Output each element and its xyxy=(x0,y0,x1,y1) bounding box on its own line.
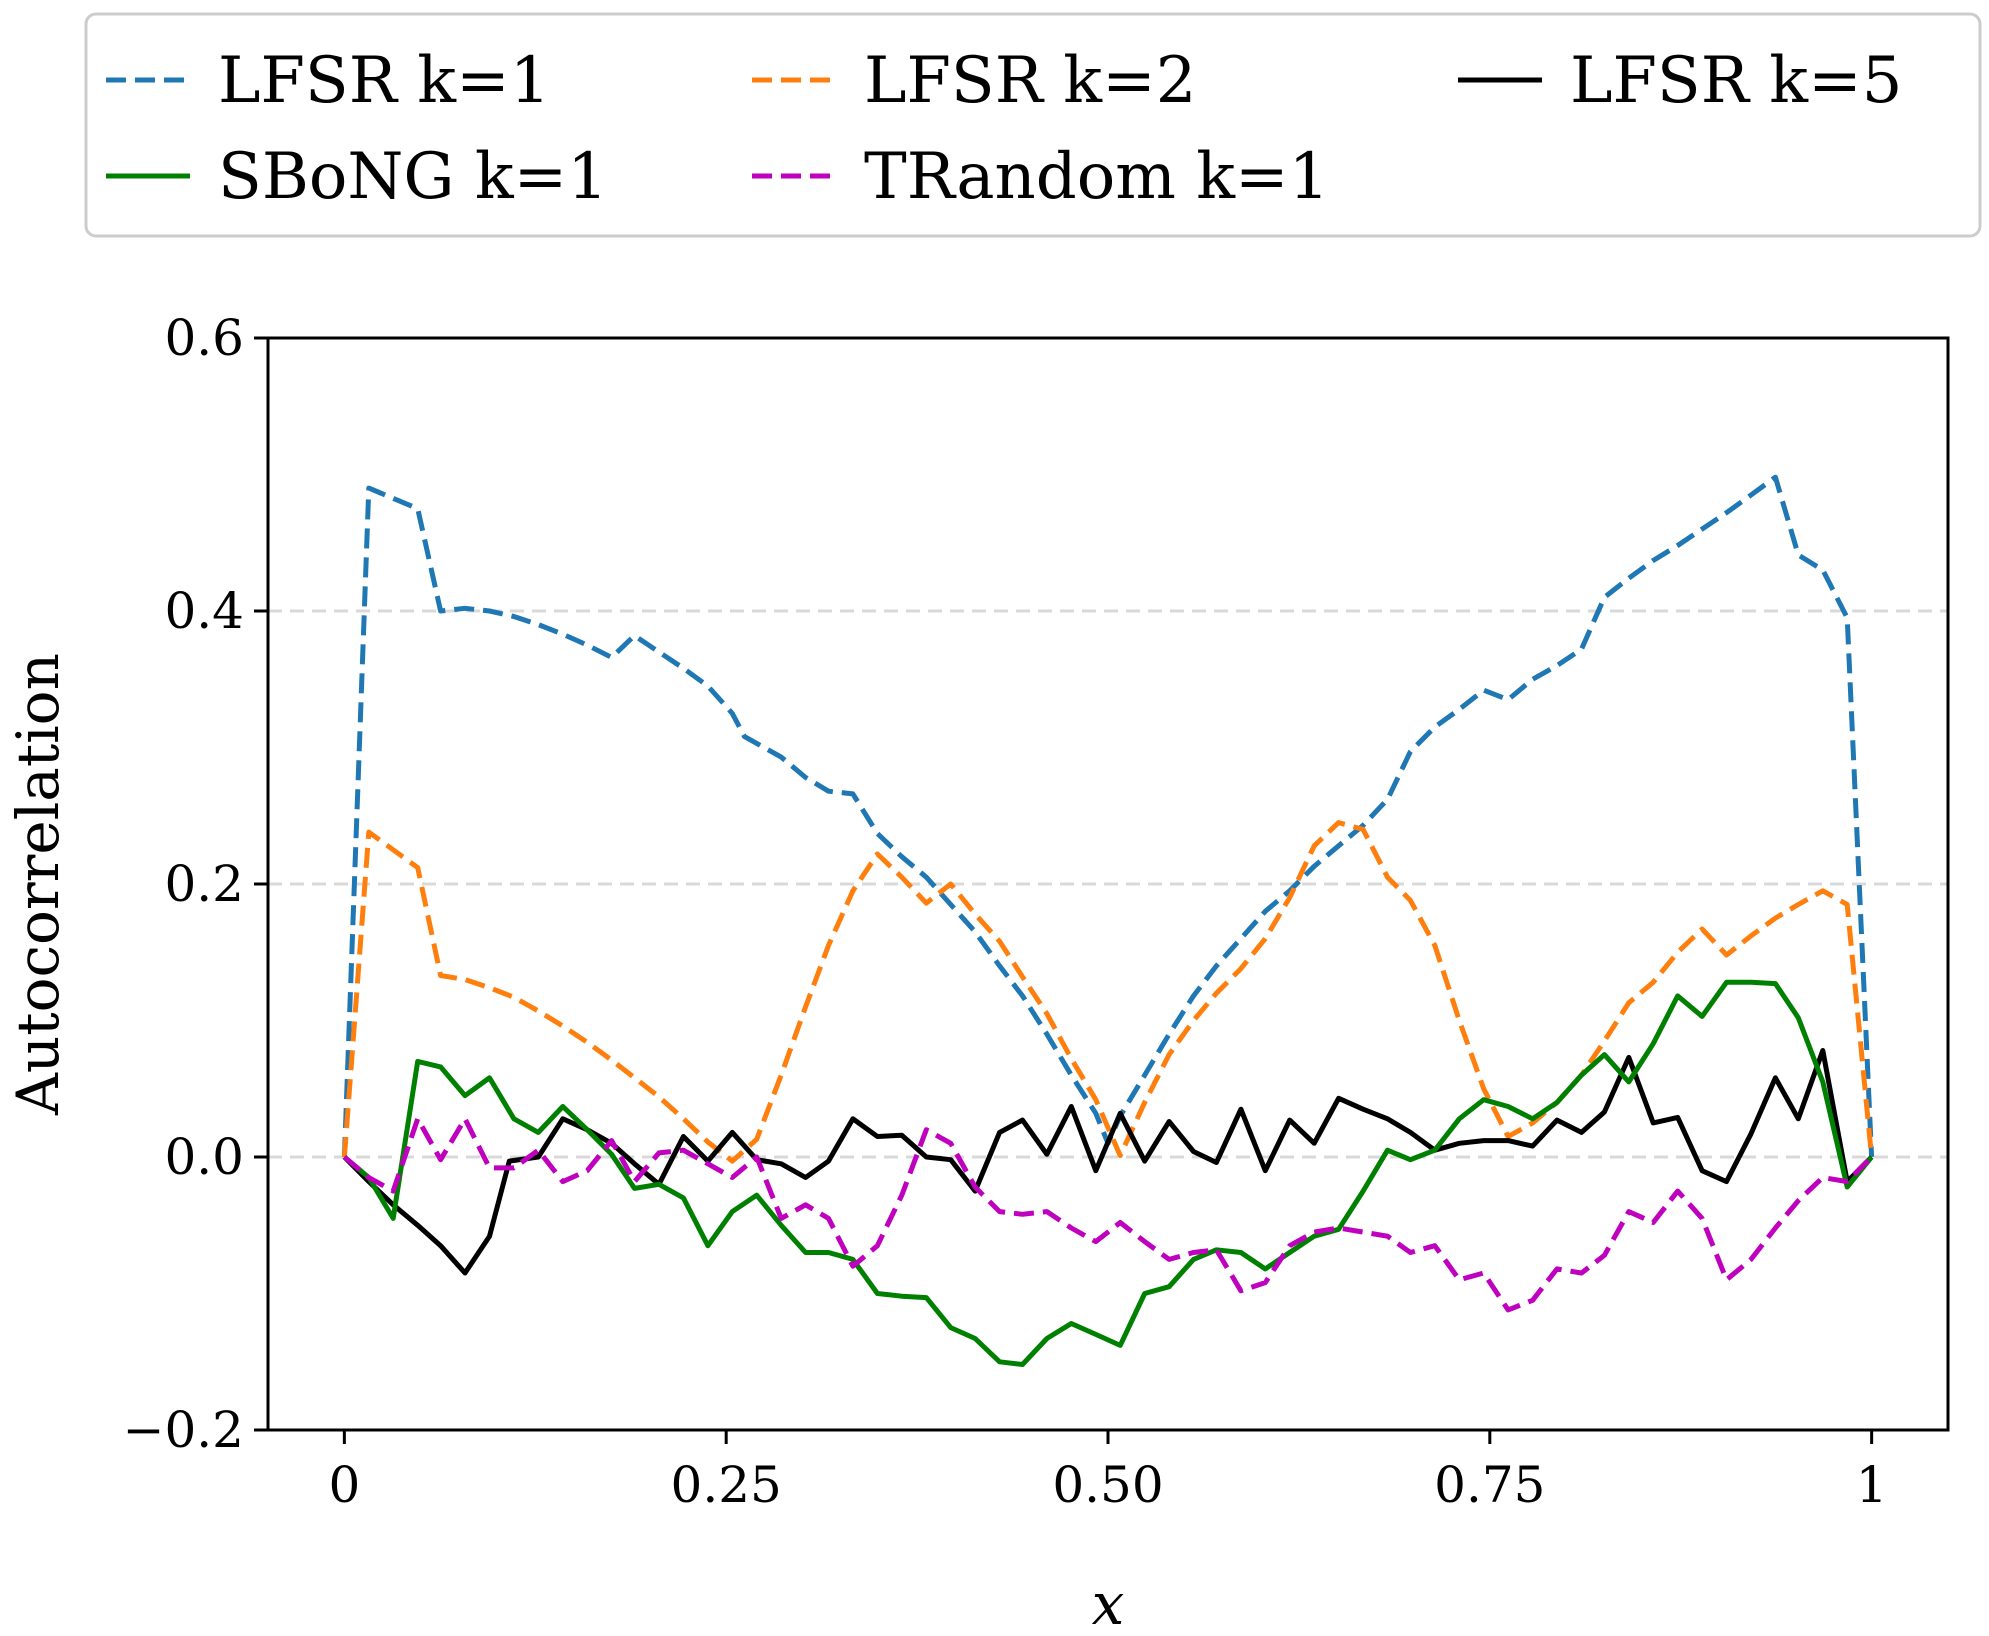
y-axis-label: Autocorrelation xyxy=(4,653,72,1116)
y-tick-label-4: 0.6 xyxy=(164,309,244,367)
series-line-lfsr-k-2 xyxy=(341,820,1875,1164)
y-tick-label-3: 0.4 xyxy=(164,582,244,640)
legend-label-1: LFSR k=2 xyxy=(864,44,1196,118)
x-tick-label-1: 0.25 xyxy=(671,1456,782,1514)
axis-ticks: 0 0.25 0.50 0.75 1 −0.2 0.0 0.2 0.4 0.6 xyxy=(123,309,1888,1514)
legend-label-2: LFSR k=5 xyxy=(1570,44,1902,118)
series-line-lfsr-k-5 xyxy=(342,1048,1874,1276)
gridlines xyxy=(268,609,1948,1159)
legend-label-0: LFSR k=1 xyxy=(218,44,550,118)
x-tick-label-2: 0.50 xyxy=(1052,1456,1163,1514)
x-tick-label-3: 0.75 xyxy=(1434,1456,1545,1514)
x-tick-label-4: 1 xyxy=(1856,1456,1888,1514)
legend-frame xyxy=(84,12,1982,238)
x-tick-label-0: 0 xyxy=(328,1456,360,1514)
series-line-trandom-k-1 xyxy=(342,1116,1874,1313)
y-tick-label-0: −0.2 xyxy=(123,1401,244,1459)
y-tick-label-2: 0.2 xyxy=(164,855,244,913)
x-axis-label: x xyxy=(1092,1570,1125,1636)
legend: LFSR k=1 LFSR k=2 LFSR k=5 SBoNG k=1 TRandom… xyxy=(84,12,1982,238)
legend-label-4: TRandom k=1 xyxy=(864,140,1329,214)
y-tick-label-1: 0.0 xyxy=(164,1128,244,1186)
series-line-sbong-k-1 xyxy=(342,979,1874,1367)
series-line-lfsr-k-1 xyxy=(341,474,1875,1158)
legend-label-3: SBoNG k=1 xyxy=(218,140,608,214)
series-layer xyxy=(341,474,1875,1367)
